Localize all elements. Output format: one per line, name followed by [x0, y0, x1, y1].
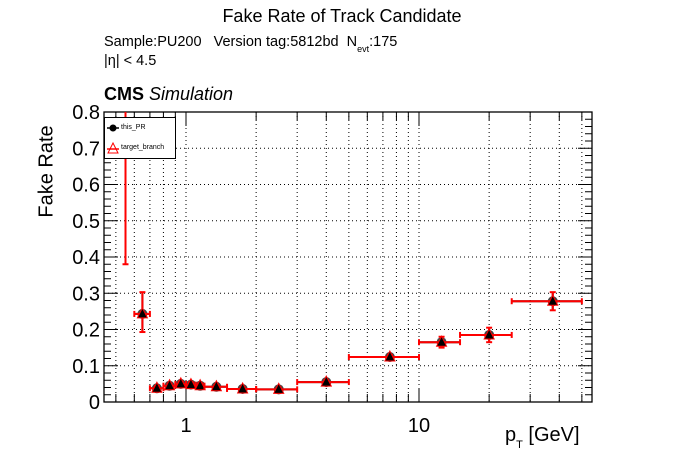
svg-text:10: 10 — [408, 415, 430, 437]
chart-title: Fake Rate of Track Candidate — [222, 6, 462, 26]
svg-text:0.8: 0.8 — [72, 102, 100, 124]
svg-text:1: 1 — [180, 415, 191, 437]
x-axis-label: pT [GeV] — [505, 424, 580, 451]
open-triangle-marker-icon — [107, 141, 119, 154]
legend-entry-this-pr: this_PR — [105, 119, 175, 137]
eta-cut-label: |η| < 4.5 — [104, 53, 157, 69]
svg-text:0.7: 0.7 — [72, 138, 100, 160]
legend: this_PR target_branch — [104, 117, 176, 159]
svg-text:0.1: 0.1 — [72, 356, 100, 378]
svg-text:0.4: 0.4 — [72, 247, 100, 269]
svg-text:0.2: 0.2 — [72, 320, 100, 342]
svg-text:0.3: 0.3 — [72, 283, 100, 305]
legend-entry-target-branch: target_branch — [105, 139, 175, 157]
svg-text:0.5: 0.5 — [72, 211, 100, 233]
cms-label: CMS Simulation — [104, 84, 234, 104]
svg-text:0: 0 — [89, 392, 100, 414]
svg-text:0.6: 0.6 — [72, 175, 100, 197]
filled-circle-marker-icon — [107, 124, 119, 132]
sample-info: Sample:PU200 Version tag:5812bd Nevt:175 — [104, 34, 398, 54]
